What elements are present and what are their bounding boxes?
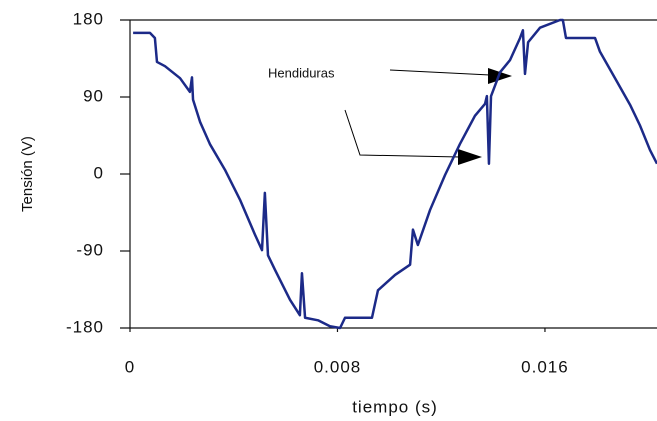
arrow-head: [458, 149, 482, 165]
arrow-head: [488, 68, 512, 84]
arrow-line: [344, 109, 461, 158]
x-tick-label: 0.016: [521, 357, 569, 376]
x-tick-label: 0: [125, 357, 135, 376]
x-axis-title: tiempo (s): [352, 397, 438, 416]
y-tick-label: -90: [76, 240, 104, 259]
y-axis-title: Tensión (V): [19, 136, 36, 212]
arrow-line: [389, 69, 491, 76]
data-line: [133, 18, 657, 330]
y-tick-label: 180: [73, 9, 104, 28]
annotation: Hendiduras: [268, 65, 335, 80]
x-tick-label: 0.008: [314, 357, 362, 376]
y-tick-label: -180: [66, 317, 104, 336]
y-tick-label: 90: [83, 86, 104, 105]
annotation-arrows: [344, 68, 512, 165]
y-tick-label: 0: [94, 163, 104, 182]
